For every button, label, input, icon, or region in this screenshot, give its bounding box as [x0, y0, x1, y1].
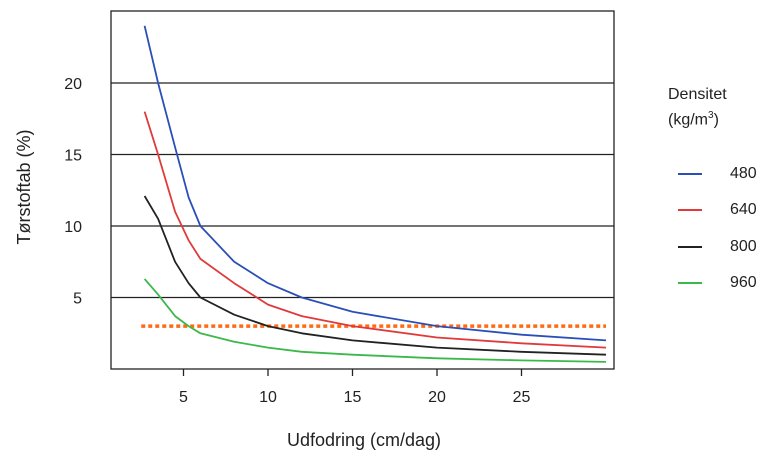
series-line-640 [143, 111, 607, 349]
axes [110, 10, 615, 376]
legend-label-480: 480 [730, 165, 757, 182]
legend-item-640: 640 [678, 200, 762, 220]
legend-swatch-960 [678, 282, 702, 284]
x-tick-label-20: 20 [428, 389, 446, 406]
x-tick-label-10: 10 [259, 389, 277, 406]
y-tick-label-20: 20 [64, 76, 82, 93]
gridlines [111, 82, 614, 299]
legend-swatch-480 [678, 173, 702, 175]
legend-swatch-640 [678, 209, 702, 211]
tick-labels: 5 10 15 20 25 5 10 15 20 [64, 76, 530, 406]
y-tick-label-15: 15 [64, 148, 82, 165]
legend-label-960: 960 [730, 274, 757, 291]
x-tick-label-25: 25 [513, 389, 531, 406]
legend-item-480: 480 [678, 164, 762, 184]
legend-item-960: 960 [678, 273, 762, 293]
legend-item-800: 800 [678, 237, 762, 257]
legend-label-640: 640 [730, 201, 757, 218]
plot-frame [110, 10, 615, 370]
legend-title: Densitet (kg/m3) [668, 84, 727, 130]
x-tick-label-15: 15 [344, 389, 362, 406]
series-line-960 [143, 278, 607, 363]
series-layer [143, 25, 607, 363]
series-line-480 [143, 25, 607, 342]
legend-label-800: 800 [730, 238, 757, 255]
legend: Densitet (kg/m3) 480 640 800 960 [668, 84, 757, 291]
legend-title-unit: (kg/m3) [668, 110, 719, 129]
x-axis-title: Udfodring (cm/dag) [287, 430, 441, 450]
x-tick-label-5: 5 [179, 389, 188, 406]
legend-title-line1: Densitet [668, 86, 727, 103]
y-tick-label-10: 10 [64, 219, 82, 236]
legend-swatch-800 [678, 246, 702, 248]
y-tick-label-5: 5 [73, 291, 82, 308]
series-line-800 [143, 195, 607, 356]
y-axis-title: Tørstoftab (%) [14, 129, 34, 244]
